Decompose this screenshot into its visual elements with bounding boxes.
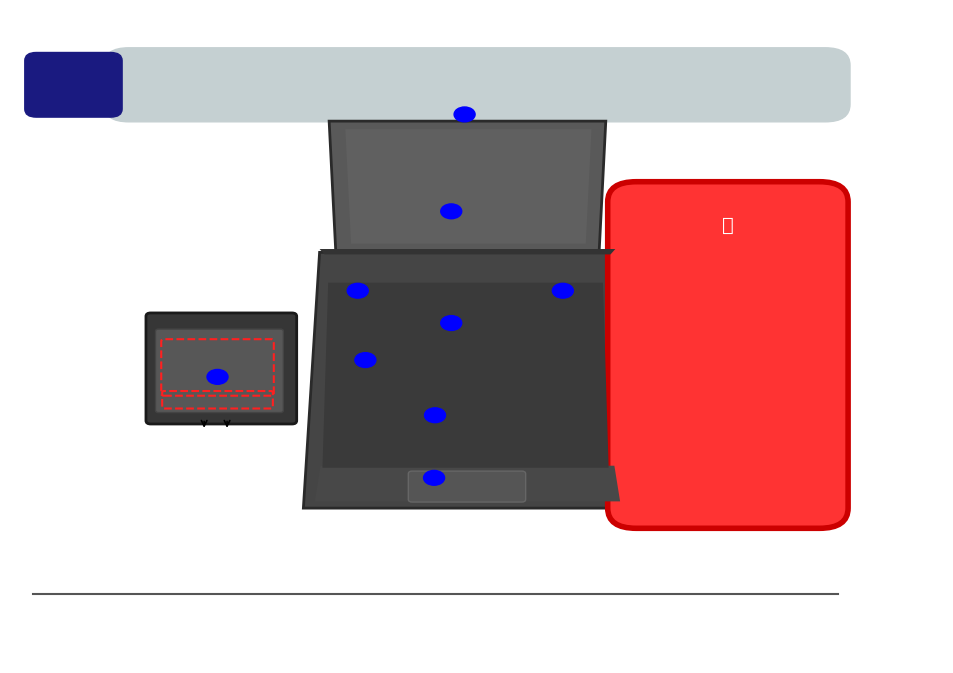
Circle shape [347, 283, 368, 298]
Circle shape [355, 353, 375, 367]
Circle shape [440, 204, 461, 219]
Circle shape [424, 408, 445, 423]
Polygon shape [319, 249, 615, 254]
FancyBboxPatch shape [104, 48, 849, 122]
FancyBboxPatch shape [408, 471, 525, 502]
Circle shape [440, 316, 461, 330]
Circle shape [423, 470, 444, 485]
Circle shape [207, 369, 228, 384]
Polygon shape [322, 283, 608, 468]
Polygon shape [314, 466, 619, 501]
FancyBboxPatch shape [155, 329, 283, 413]
Polygon shape [345, 129, 591, 244]
Polygon shape [329, 121, 605, 252]
FancyBboxPatch shape [607, 182, 847, 528]
Circle shape [454, 107, 475, 122]
Polygon shape [303, 252, 631, 508]
FancyBboxPatch shape [146, 313, 296, 424]
Circle shape [552, 283, 573, 298]
Text: ⏰: ⏰ [721, 216, 733, 235]
FancyBboxPatch shape [25, 52, 122, 117]
